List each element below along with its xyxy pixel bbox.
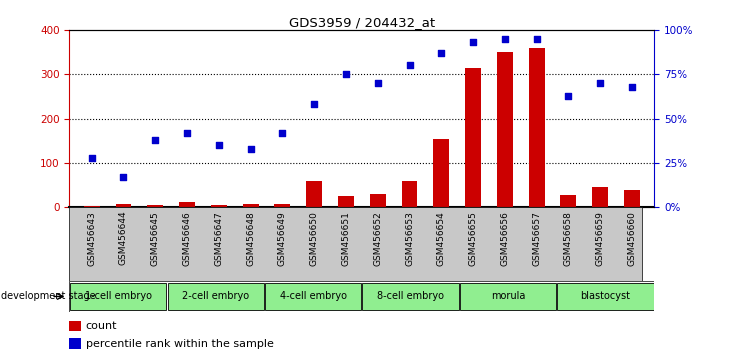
Title: GDS3959 / 204432_at: GDS3959 / 204432_at	[289, 16, 435, 29]
Text: 4-cell embryo: 4-cell embryo	[280, 291, 346, 302]
Text: GSM456655: GSM456655	[469, 211, 477, 266]
Text: 1-cell embryo: 1-cell embryo	[85, 291, 151, 302]
Bar	[265, 283, 361, 310]
Point	[499, 36, 511, 42]
Text: percentile rank within the sample: percentile rank within the sample	[86, 339, 273, 349]
Text: GSM456649: GSM456649	[278, 211, 287, 266]
Point	[149, 137, 161, 143]
Bar	[115, 204, 132, 207]
Point	[372, 80, 384, 86]
Bar	[497, 52, 513, 207]
Text: GSM456645: GSM456645	[151, 211, 160, 266]
Text: GSM456660: GSM456660	[627, 211, 637, 266]
Bar	[401, 181, 417, 207]
Point	[118, 174, 129, 180]
Text: GSM456650: GSM456650	[310, 211, 319, 266]
Text: count: count	[86, 321, 117, 331]
Point	[626, 84, 638, 90]
Bar	[148, 205, 163, 207]
Bar	[465, 68, 481, 207]
Point	[181, 130, 193, 136]
Text: GSM456646: GSM456646	[183, 211, 192, 266]
Point	[308, 102, 320, 107]
Bar	[84, 206, 99, 207]
Point	[340, 72, 352, 77]
Bar	[274, 204, 290, 207]
Bar	[306, 181, 322, 207]
Bar	[211, 205, 227, 207]
Bar	[69, 338, 81, 349]
Bar	[167, 283, 264, 310]
Bar	[433, 138, 450, 207]
Point	[404, 63, 415, 68]
Bar	[179, 202, 195, 207]
Text: GSM456643: GSM456643	[87, 211, 96, 266]
Bar	[561, 195, 576, 207]
Bar	[70, 283, 166, 310]
Point	[276, 130, 288, 136]
Point	[563, 93, 575, 98]
Text: blastocyst: blastocyst	[580, 291, 631, 302]
Point	[213, 142, 224, 148]
Point	[436, 50, 447, 56]
Bar	[558, 283, 654, 310]
Text: GSM456651: GSM456651	[341, 211, 350, 266]
Bar	[338, 196, 354, 207]
Point	[531, 36, 542, 42]
Point	[467, 40, 479, 45]
Text: development stage: development stage	[1, 291, 96, 302]
Bar	[460, 283, 556, 310]
Text: GSM456657: GSM456657	[532, 211, 541, 266]
Text: GSM456659: GSM456659	[596, 211, 605, 266]
Bar	[529, 48, 545, 207]
Text: GSM456656: GSM456656	[500, 211, 510, 266]
Text: GSM456644: GSM456644	[119, 211, 128, 266]
Text: 8-cell embryo: 8-cell embryo	[377, 291, 444, 302]
Bar	[624, 190, 640, 207]
Text: morula: morula	[491, 291, 526, 302]
Text: GSM456648: GSM456648	[246, 211, 255, 266]
Point	[594, 80, 606, 86]
Text: 2-cell embryo: 2-cell embryo	[182, 291, 249, 302]
Bar	[370, 194, 386, 207]
Bar	[69, 320, 81, 331]
Bar	[363, 283, 458, 310]
Text: GSM456653: GSM456653	[405, 211, 414, 266]
Bar	[592, 187, 608, 207]
Point	[86, 155, 97, 160]
Text: GSM456658: GSM456658	[564, 211, 573, 266]
Text: GSM456647: GSM456647	[214, 211, 224, 266]
Text: GSM456652: GSM456652	[374, 211, 382, 266]
Bar	[243, 204, 259, 207]
Point	[245, 146, 257, 152]
Text: GSM456654: GSM456654	[437, 211, 446, 266]
